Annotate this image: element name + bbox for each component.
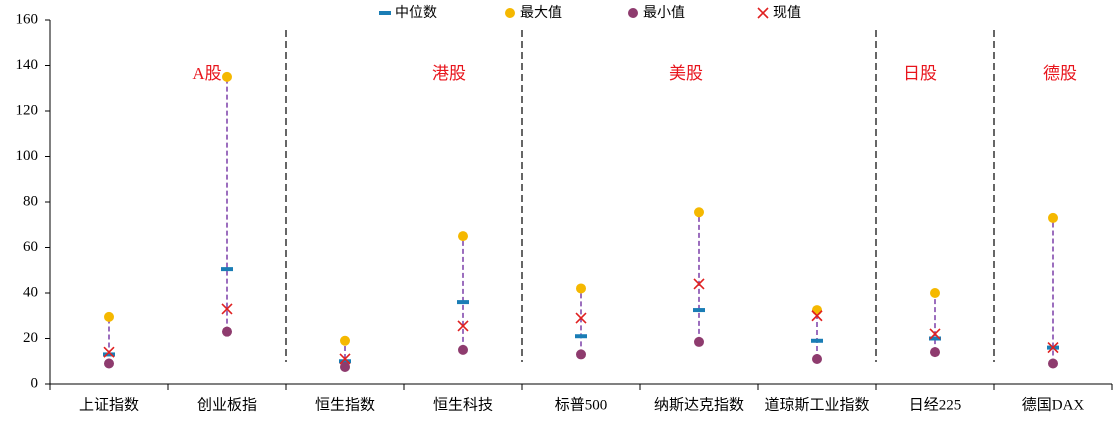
current-marker [339,353,351,365]
min-marker [694,336,704,347]
max-marker [930,288,940,298]
min-marker [104,358,114,369]
x-tick-label: 道琼斯工业指数 [764,396,869,413]
min-marker [812,353,822,364]
max-marker [340,335,350,346]
max-marker [576,283,586,294]
max-marker [222,71,232,82]
group-label: 日股 [903,64,937,83]
x-tick-label: 创业板指 [197,395,257,413]
x-tick-label: 纳斯达克指数 [654,396,744,413]
x-tick-label: 恒生科技 [433,396,493,413]
current-marker [929,328,941,340]
current-marker [575,312,587,324]
y-tick-label: 120 [16,102,39,118]
min-marker [1048,358,1058,369]
x-tick-label: 上证指数 [79,396,139,413]
x-tick-label: 恒生指数 [315,396,375,413]
median-marker [457,300,469,305]
max-marker [1048,212,1058,223]
y-tick-label: 0 [31,375,39,391]
current-marker [1047,342,1059,354]
group-label: 德股 [1043,64,1077,83]
y-tick-label: 40 [23,284,38,300]
legend-label: 中位数 [395,5,437,21]
median-marker [575,334,587,339]
y-tick-label: 140 [16,57,39,73]
current-marker [693,278,705,290]
max-marker [104,311,114,322]
min-marker [930,347,940,358]
legend-label: 现值 [773,5,801,21]
y-tick-label: 80 [23,193,38,209]
x-tick-label: 德国DAX [1022,395,1085,413]
legend-swatch [379,11,391,15]
min-marker [340,361,350,372]
min-marker [576,349,586,360]
median-marker [811,338,823,343]
legend-label: 最大值 [520,5,562,21]
current-marker [103,346,115,358]
y-tick-label: 60 [23,239,38,255]
min-marker [458,344,468,355]
group-label: 港股 [432,64,466,83]
median-marker [103,352,115,357]
median-marker [693,308,705,313]
median-marker [339,359,351,364]
legend-swatch [628,8,638,18]
max-marker [458,231,468,242]
max-marker [812,305,822,316]
x-tick-label: 标普500 [555,396,608,413]
x-tick-label: 日经225 [909,396,962,413]
min-marker [222,326,232,337]
current-marker [457,320,469,332]
median-marker [221,267,233,272]
y-tick-label: 20 [23,330,38,346]
group-label: A股 [192,64,221,83]
group-label: 美股 [669,64,703,83]
y-tick-label: 160 [16,11,39,27]
legend-swatch [505,8,515,18]
y-tick-label: 100 [16,148,39,164]
median-marker [929,336,941,341]
legend-label: 最小值 [643,5,685,21]
current-marker [221,303,233,315]
max-marker [694,207,704,218]
current-marker [811,310,823,322]
legend-swatch [757,7,769,19]
